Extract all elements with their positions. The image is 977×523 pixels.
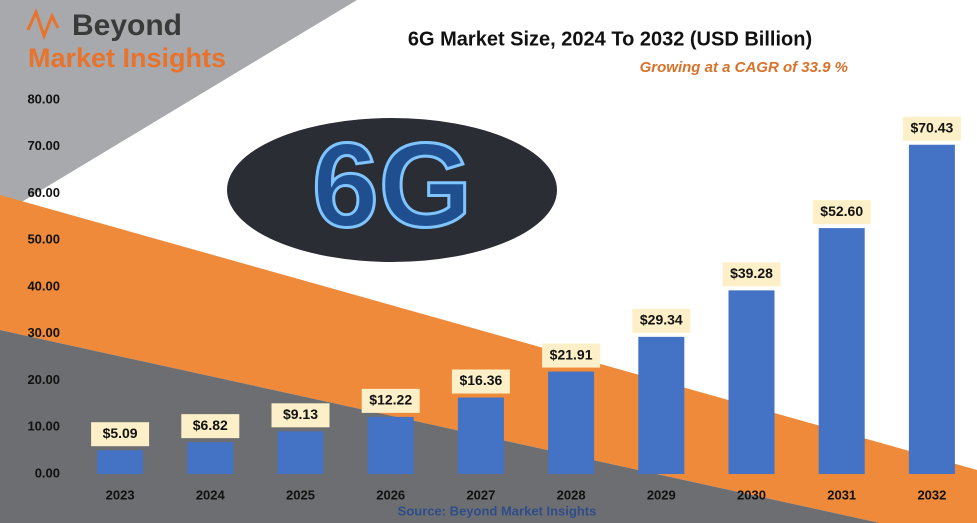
value-label-bg [361,388,420,413]
y-tick-label: 70.00 [27,138,60,153]
y-tick-label: 20.00 [27,372,60,387]
value-label: $29.34 [640,312,683,328]
y-tick-label: 80.00 [27,91,60,106]
value-label-bg [542,343,601,368]
x-tick-label: 2029 [647,487,676,502]
value-label: $6.82 [193,417,228,433]
value-label-bg [722,262,781,287]
bar [908,144,955,474]
bar [818,228,865,474]
x-tick-label: 2030 [737,487,766,502]
x-tick-label: 2031 [827,487,856,502]
bar [728,290,775,474]
value-label: $70.43 [910,119,953,135]
value-label: $16.36 [459,372,502,388]
value-label-bg [902,116,961,141]
background-shape [0,330,880,523]
bar [457,397,504,474]
x-tick-label: 2025 [286,487,315,502]
x-tick-label: 2023 [106,487,135,502]
bar [97,450,144,474]
logo-icon [26,7,60,41]
value-label-bg [91,422,150,447]
badge-bg [227,118,557,262]
y-tick-label: 40.00 [27,278,60,293]
value-label-bg [632,308,691,333]
value-label-bg [812,200,871,225]
x-tick-label: 2028 [557,487,586,502]
bar [187,442,234,474]
bar [638,336,685,474]
y-tick-label: 10.00 [27,419,60,434]
bar [277,431,324,474]
y-tick-label: 30.00 [27,325,60,340]
logo-line1: Beyond [72,9,182,42]
x-tick-label: 2024 [196,487,226,502]
value-label: $12.22 [369,392,412,408]
x-tick-label: 2027 [466,487,495,502]
source: Source: Beyond Market Insights [398,503,597,518]
badge-text: 6G [312,119,472,253]
value-label: $39.28 [730,265,773,281]
bar [548,371,595,474]
logo-line2: Market Insights [28,43,226,73]
value-label: $21.91 [550,346,593,362]
chart-subtitle: Growing at a CAGR of 33.9 % [640,59,848,76]
value-label: $9.13 [283,406,318,422]
value-label: $52.60 [820,203,863,219]
x-tick-label: 2032 [917,487,946,502]
background-shape [0,0,357,215]
chart-title: 6G Market Size, 2024 To 2032 (USD Billio… [408,28,812,50]
value-label-bg [271,403,330,428]
y-tick-label: 60.00 [27,185,60,200]
y-tick-label: 50.00 [27,232,60,247]
value-label: $5.09 [103,425,138,441]
value-label-bg [181,414,240,439]
x-tick-label: 2026 [376,487,405,502]
y-tick-label: 0.00 [35,465,60,480]
value-label-bg [451,369,510,394]
bar [367,416,414,474]
